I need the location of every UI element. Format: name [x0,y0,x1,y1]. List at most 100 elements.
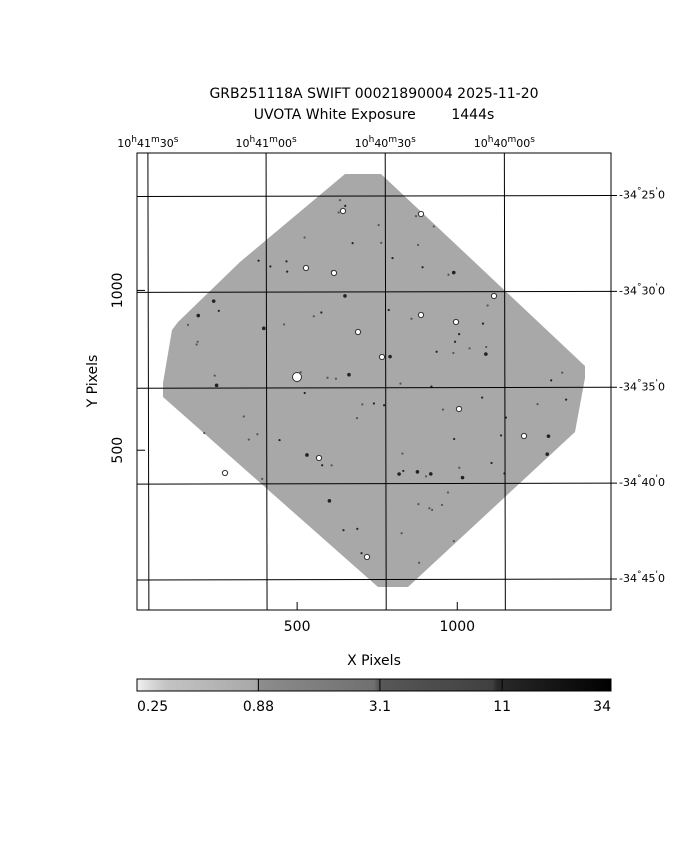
star [458,466,461,469]
star [391,257,394,260]
star [334,377,338,380]
star [446,491,450,494]
star [399,382,402,385]
star [484,352,488,356]
dec-grid-line [136,290,612,293]
plot-frame [136,152,612,611]
star [400,532,403,535]
star [321,464,324,467]
y-tick-label: 1000 [110,273,126,309]
bright-star [339,207,347,215]
star [418,561,421,564]
star [536,402,539,406]
star [452,351,455,355]
dec-grid-line [136,482,612,485]
star [337,211,340,214]
star [213,374,216,377]
star [388,354,392,359]
star [305,453,309,457]
colorbar-tick-label: 34 [593,699,611,715]
colorbar-tick-label: 11 [493,699,511,715]
star [247,438,250,441]
star [355,416,359,420]
star [447,273,450,276]
stars [186,198,568,564]
star [242,415,245,418]
star [435,350,438,353]
x-tick-label: 1000 [439,619,475,635]
star [326,376,329,379]
star [410,317,413,320]
bright-star [417,311,425,319]
x-axis-label: X Pixels [347,653,401,669]
star [424,475,428,478]
bright-star [221,469,229,477]
star [351,242,354,245]
star [196,340,199,343]
bright-star [455,405,463,413]
star [415,470,420,474]
ra-grid-line [384,152,387,611]
star [414,215,418,218]
star [383,404,386,407]
dec-tick-label: -34°35'0 [619,378,665,394]
star [195,343,198,346]
star [327,499,332,503]
star [214,383,219,388]
star [417,503,420,506]
star [261,326,266,331]
bright-star [363,553,371,561]
star [401,452,404,455]
star [303,236,306,239]
dec-tick-label: -34°25'0 [619,186,665,202]
star [278,438,281,442]
ra-tick-label: 10h40m30s [355,135,417,151]
star [261,477,264,480]
star [397,472,401,476]
star [312,315,315,318]
bright-star [490,292,498,300]
star [490,461,493,465]
dec-grid-line [136,195,612,198]
star [299,371,302,374]
star [361,403,364,406]
star [330,464,333,467]
bright-star [452,318,460,326]
bright-star [378,353,386,361]
bright-star [520,432,528,440]
star [546,434,551,438]
star [402,469,405,473]
star [283,323,286,326]
ra-grid-line [265,152,268,611]
star [286,270,289,273]
dec-tick-label: -34°45'0 [619,570,665,586]
dec-grid-line [136,578,612,581]
star [360,552,363,555]
exposure-image [163,174,585,587]
star [421,266,424,269]
colorbar-tick-label: 3.1 [369,699,391,715]
star [372,402,376,405]
bright-star [292,372,302,382]
dec-grid-line [136,386,612,389]
bright-star [354,328,362,336]
star [343,294,347,298]
bright-star [302,264,310,272]
star [217,309,220,312]
star [550,379,553,382]
x-tick-label: 500 [284,619,311,635]
star [256,433,259,436]
star [428,472,433,476]
star [451,270,456,275]
star [356,527,359,530]
star [468,347,471,350]
star [303,391,306,395]
star [211,299,216,303]
star [458,332,461,336]
star [347,372,351,377]
ra-tick-label: 10h41m00s [235,135,297,151]
star [504,416,508,419]
star [196,313,201,318]
ra-grid-line [147,152,150,611]
star [377,223,380,227]
